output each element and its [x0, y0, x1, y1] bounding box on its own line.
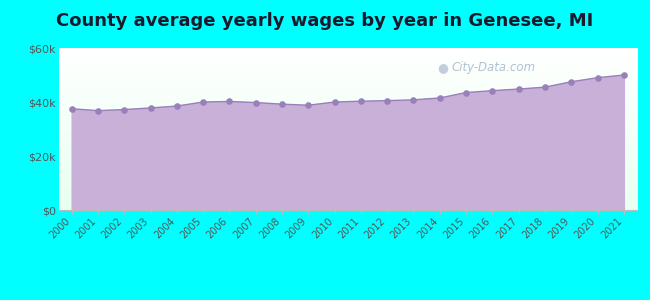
Text: County average yearly wages by year in Genesee, MI: County average yearly wages by year in G…	[57, 12, 593, 30]
Point	[146, 106, 156, 110]
Point	[592, 75, 603, 80]
Point	[330, 100, 340, 104]
Point	[356, 99, 366, 103]
Point	[435, 95, 445, 100]
Text: ●: ●	[437, 61, 448, 74]
Point	[514, 87, 524, 92]
Point	[93, 108, 103, 113]
Point	[198, 100, 208, 104]
Point	[172, 104, 182, 109]
Point	[461, 90, 471, 95]
Point	[488, 88, 498, 93]
Point	[277, 102, 287, 106]
Point	[566, 79, 577, 84]
Point	[224, 99, 235, 104]
Point	[382, 98, 393, 103]
Point	[119, 107, 129, 112]
Point	[408, 98, 419, 102]
Point	[303, 103, 313, 108]
Point	[619, 73, 629, 77]
Point	[540, 85, 550, 89]
Text: City-Data.com: City-Data.com	[452, 61, 536, 74]
Point	[250, 100, 261, 105]
Point	[66, 106, 77, 111]
